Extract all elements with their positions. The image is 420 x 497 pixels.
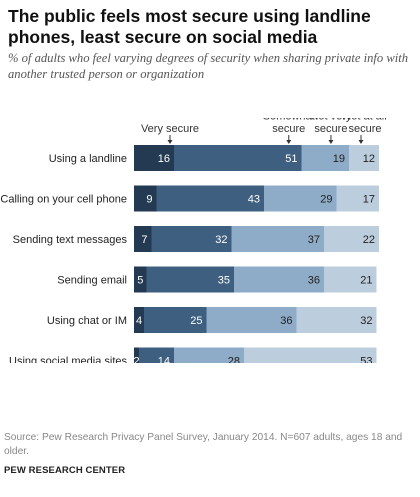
value-label-r4-s1: 5: [137, 275, 143, 287]
value-label-r2-s3: 29: [320, 194, 332, 206]
bar-segment-r6-s4: [244, 347, 377, 363]
value-label-r5-s1: 4: [136, 315, 142, 327]
value-label-r2-s2: 43: [248, 194, 260, 206]
value-label-r6-s4: 53: [360, 356, 372, 364]
value-label-r6-s1: 2: [133, 356, 139, 364]
value-label-r3-s4: 22: [363, 234, 375, 246]
value-label-r6-s2: 14: [158, 356, 170, 364]
organization-credit: PEW RESEARCH CENTER: [4, 465, 126, 476]
bar-segment-r1-s1: [134, 145, 174, 171]
value-label-r1-s3: 19: [333, 153, 345, 165]
value-label-r2-s4: 17: [363, 194, 375, 206]
value-label-r1-s1: 16: [158, 153, 170, 165]
legend-arrowhead-1: [167, 140, 173, 144]
bar-segment-r4-s3: [234, 266, 324, 293]
bar-segment-r5-s3: [206, 307, 297, 333]
value-label-r3-s3: 37: [308, 234, 320, 246]
bar-segment-r2-s3: [264, 185, 337, 212]
value-label-r1-s4: 12: [363, 153, 375, 165]
bar-segment-r4-s4: [324, 266, 377, 293]
bar-segment-r2-s1: [134, 185, 157, 212]
bar-segment-r6-s3: [174, 347, 244, 363]
bar-segment-r1-s4: [349, 145, 379, 171]
legend-label-4: Not at allsecure: [343, 118, 386, 135]
category-label-4: Sending email: [57, 275, 127, 287]
chart-title: The public feels most secure using landl…: [8, 6, 371, 47]
value-label-r1-s2: 51: [285, 153, 297, 165]
category-label-3: Sending text messages: [13, 234, 128, 246]
bar-segment-r3-s1: [134, 226, 152, 252]
legend-label-1: Very secure: [141, 123, 199, 135]
legend-arrowhead-4: [358, 140, 364, 144]
bar-segment-r6-s2: [139, 347, 174, 363]
bar-segment-r4-s1: [134, 266, 147, 293]
value-label-r5-s4: 32: [360, 315, 372, 327]
category-label-1: Using a landline: [49, 153, 127, 165]
category-label-2: Calling on your cell phone: [0, 194, 127, 206]
value-label-r3-s2: 32: [215, 234, 227, 246]
bar-segment-r5-s4: [296, 307, 377, 333]
bar-segment-r5-s2: [144, 307, 207, 333]
bar-segment-r3-s3: [231, 226, 324, 252]
chart-subtitle: % of adults who feel varying degrees of …: [8, 51, 409, 81]
legend-label-2: Somewhatsecure: [263, 118, 315, 135]
value-label-r5-s3: 36: [280, 315, 292, 327]
bar-segment-r3-s4: [324, 226, 379, 252]
legend-label-3: Not verysecure: [310, 118, 351, 135]
bar-segment-r3-s2: [151, 226, 232, 252]
category-label-5: Using chat or IM: [47, 315, 127, 327]
legend-arrowhead-3: [328, 140, 334, 144]
bar-segment-r4-s2: [146, 266, 234, 293]
bar-segment-r6-s1: [134, 347, 139, 363]
value-label-r4-s2: 35: [218, 275, 230, 287]
value-label-r3-s1: 7: [141, 234, 147, 246]
bar-segment-r1-s3: [301, 145, 349, 171]
value-label-r5-s2: 25: [190, 315, 202, 327]
value-label-r4-s4: 21: [360, 275, 372, 287]
category-label-6: Using social media sites: [9, 356, 127, 364]
source-note: Source: Pew Research Privacy Panel Surve…: [4, 432, 403, 457]
value-label-r4-s3: 36: [308, 275, 320, 287]
value-label-r6-s3: 28: [228, 356, 240, 364]
bar-segment-r1-s2: [174, 145, 302, 171]
stacked-bar-chart: Very secure SomewhatsecureNot verysecureN…: [0, 118, 387, 364]
legend-arrowhead-2: [286, 140, 292, 144]
bar-segment-r2-s2: [156, 185, 264, 212]
value-label-r2-s1: 9: [146, 194, 152, 206]
bar-segment-r2-s4: [336, 185, 379, 212]
bar-segment-r5-s1: [134, 307, 144, 333]
